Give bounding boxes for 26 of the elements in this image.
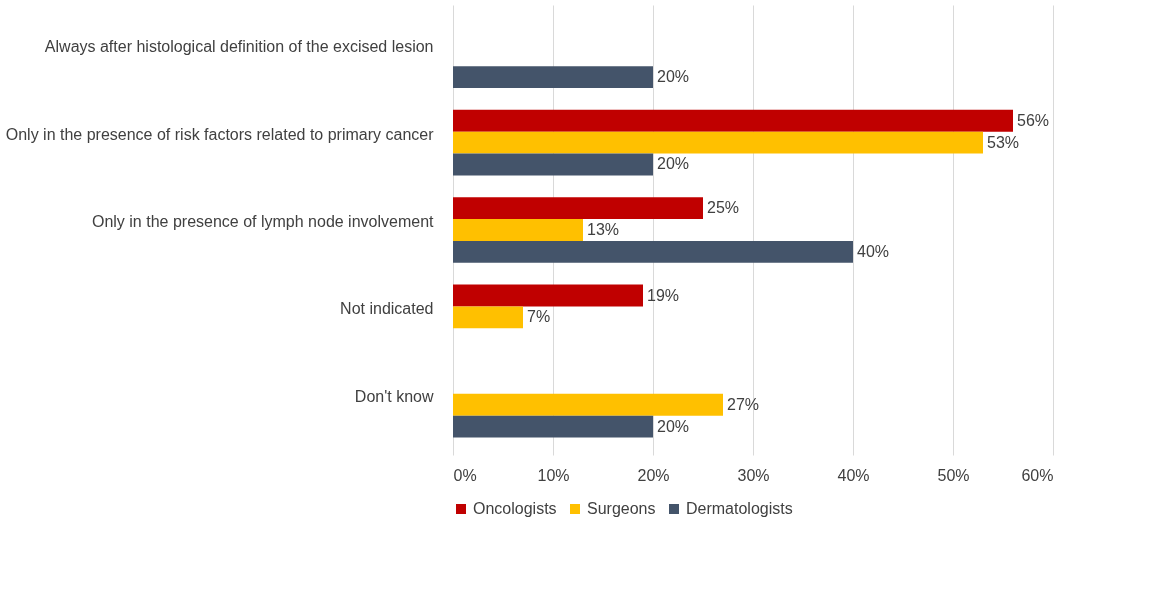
y-tick-label: Only in the presence of risk factors related to primary cancer <box>5 125 435 143</box>
y-tick-label: Don't know <box>354 387 434 405</box>
legend-label: Dermatologists <box>686 500 793 517</box>
data-label: 27% <box>727 395 760 413</box>
data-label: 56% <box>1017 111 1050 129</box>
data-label: 20% <box>657 155 690 173</box>
data-label: 13% <box>587 221 620 238</box>
x-tick-label: 60% <box>1021 466 1054 484</box>
x-tick-label: 40% <box>837 466 870 484</box>
data-label: 20% <box>657 68 690 86</box>
data-label: 19% <box>647 286 680 304</box>
data-label: 40% <box>857 242 890 260</box>
x-tick-label: 10% <box>537 466 570 484</box>
x-tick-label: 0% <box>453 466 477 484</box>
y-tick-label: Not indicated <box>340 300 434 318</box>
data-label: 53% <box>987 133 1020 151</box>
y-tick-label: Only in the presence of lymph node involvement <box>91 213 435 230</box>
y-tick-label: Always after histological definition of the excised lesion <box>44 38 434 56</box>
x-tick-label: 50% <box>937 466 970 484</box>
legend-label: Oncologists <box>473 500 557 517</box>
x-tick-label: 20% <box>637 466 670 484</box>
data-label: 20% <box>657 417 690 435</box>
data-label: 7% <box>527 308 551 326</box>
legend-label: Surgeons <box>587 500 656 517</box>
data-label: 25% <box>707 199 740 217</box>
x-tick-label: 30% <box>737 466 770 484</box>
